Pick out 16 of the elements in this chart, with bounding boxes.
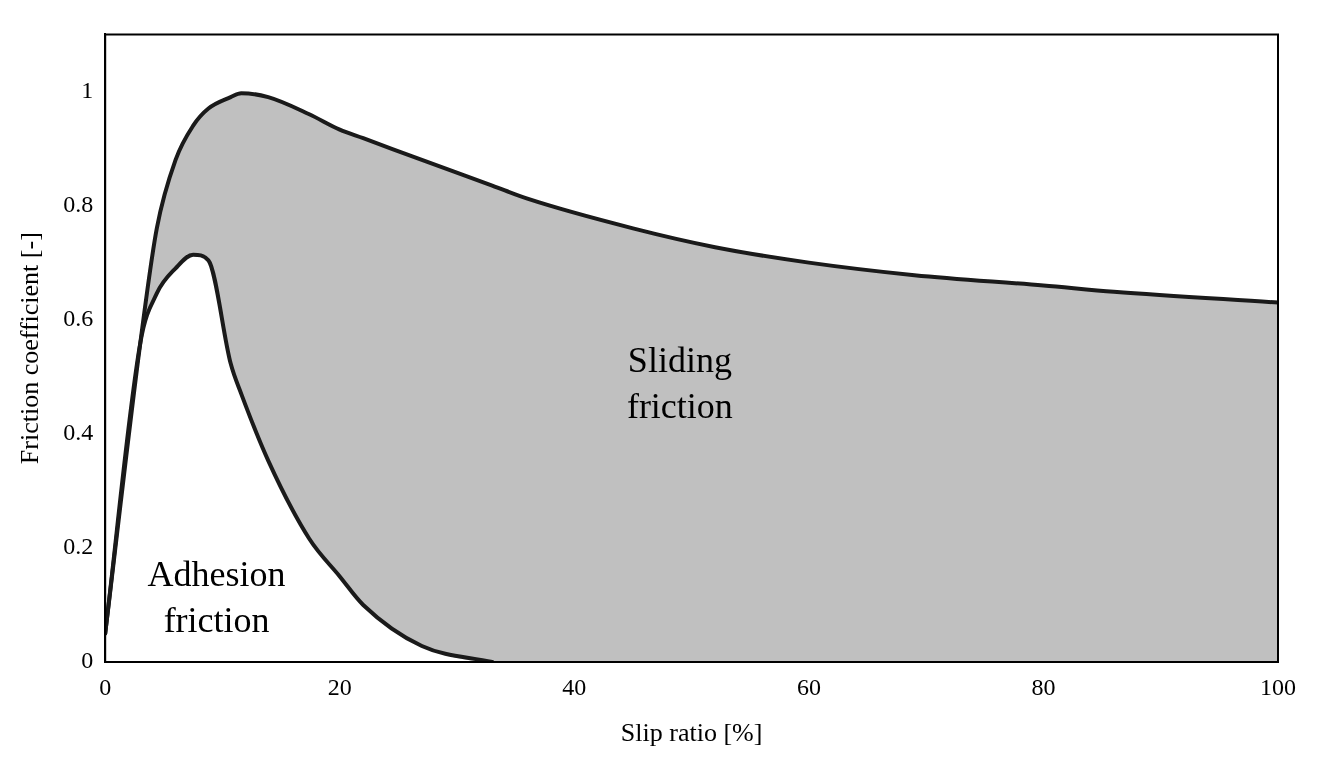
x-tick-label: 60 — [796, 673, 821, 700]
x-tick-label: 0 — [99, 673, 112, 700]
y-tick-label: 0.6 — [63, 304, 94, 331]
x-tick-label: 20 — [327, 673, 352, 700]
y-tick-label: 0.4 — [63, 419, 94, 446]
x-axis-title: Slip ratio [%] — [620, 718, 763, 748]
annotation: Sliding friction — [626, 340, 733, 427]
y-tick-label: 0 — [81, 647, 94, 674]
annotation: Adhesion friction — [147, 553, 286, 640]
y-tick-label: 0.8 — [63, 190, 94, 217]
y-tick-label: 0.2 — [63, 533, 94, 560]
x-tick-label: 40 — [562, 673, 587, 700]
x-tick-label: 80 — [1031, 673, 1056, 700]
x-tick-label: 100 — [1260, 673, 1296, 700]
y-tick-label: 1 — [81, 76, 94, 103]
y-axis-title: Friction coefficient [-] — [15, 232, 45, 465]
